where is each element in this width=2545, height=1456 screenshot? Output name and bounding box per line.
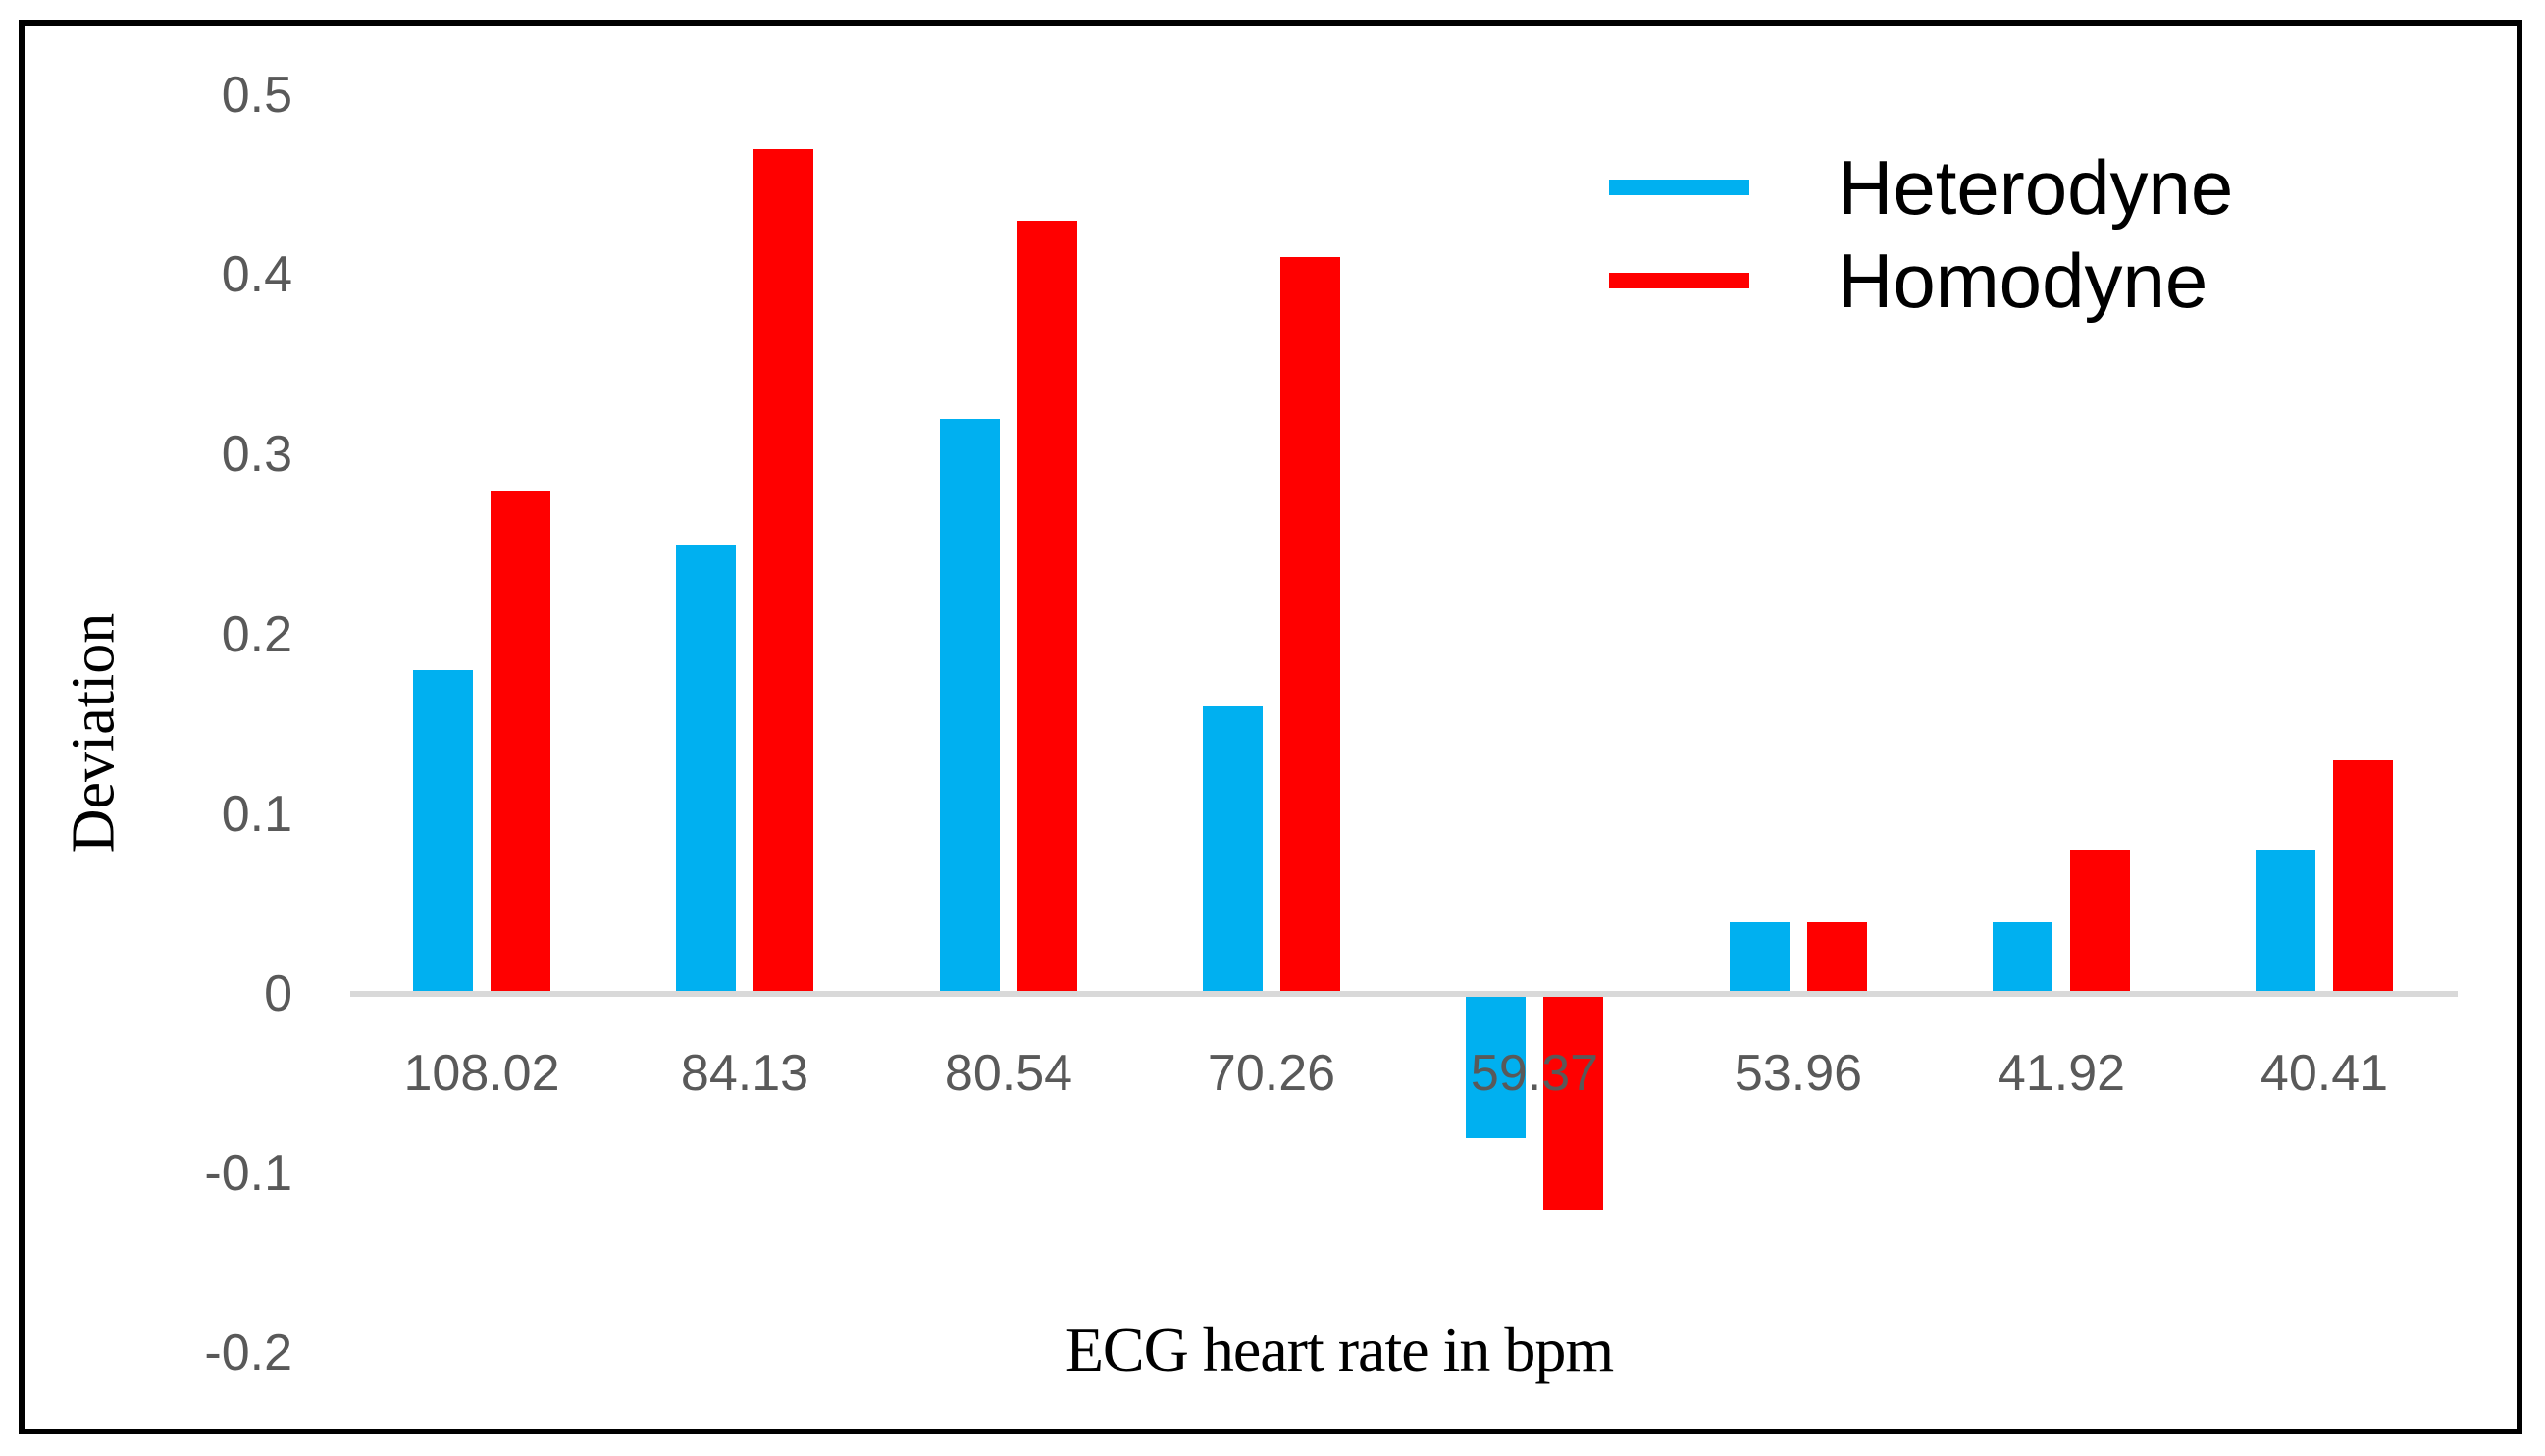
x-category-label: 53.96 <box>1734 1045 1863 1102</box>
y-tick-label: 0.5 <box>221 67 292 124</box>
legend-item-homodyne: Homodyne <box>1609 242 2207 319</box>
bar-homodyne <box>2333 760 2393 994</box>
x-axis-line <box>350 991 2458 997</box>
x-category-label: 59.37 <box>1470 1045 1599 1102</box>
y-tick-label: 0.1 <box>221 785 292 843</box>
bar-homodyne <box>2070 850 2130 994</box>
bar-homodyne <box>1807 922 1867 994</box>
bar-homodyne <box>491 491 550 994</box>
bar-heterodyne <box>1466 994 1526 1138</box>
legend-item-heterodyne: Heterodyne <box>1609 149 2233 226</box>
x-category-label: 41.92 <box>1997 1045 2126 1102</box>
bar-homodyne <box>753 149 813 994</box>
bar-heterodyne <box>1730 922 1790 994</box>
bar-heterodyne <box>1993 922 2052 994</box>
x-category-label: 80.54 <box>944 1045 1073 1102</box>
bar-heterodyne <box>940 419 1000 994</box>
x-category-label: 40.41 <box>2259 1045 2389 1102</box>
x-category-label: 84.13 <box>680 1045 809 1102</box>
bar-homodyne <box>1280 257 1340 994</box>
figure-border <box>19 20 2522 1434</box>
x-axis-title: ECG heart rate in bpm <box>1065 1315 1614 1384</box>
bar-homodyne <box>1017 221 1077 994</box>
y-tick-label: -0.1 <box>204 1145 292 1203</box>
bar-heterodyne <box>2256 850 2315 994</box>
y-tick-label: 0.4 <box>221 246 292 304</box>
bar-heterodyne <box>1203 706 1263 994</box>
homodyne-swatch-icon <box>1609 273 1749 288</box>
x-category-label: 70.26 <box>1207 1045 1336 1102</box>
bar-heterodyne <box>676 545 736 994</box>
bar-homodyne <box>1543 994 1603 1210</box>
y-tick-label: 0.3 <box>221 426 292 484</box>
bar-heterodyne <box>413 670 473 994</box>
y-tick-label: -0.2 <box>204 1325 292 1382</box>
y-tick-label: 0 <box>264 965 292 1022</box>
y-tick-label: 0.2 <box>221 605 292 663</box>
legend-label-heterodyne: Heterodyne <box>1838 144 2234 231</box>
heterodyne-swatch-icon <box>1609 180 1749 195</box>
legend-label-homodyne: Homodyne <box>1838 237 2208 324</box>
x-category-label: 108.02 <box>403 1045 560 1102</box>
